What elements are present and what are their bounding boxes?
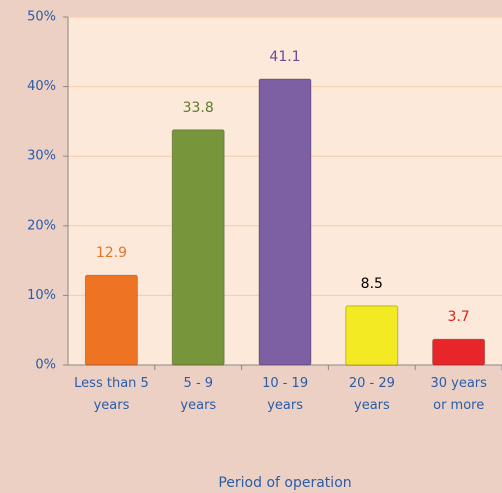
y-tick-label: 30%	[27, 149, 56, 164]
data-label: 33.8	[183, 100, 214, 116]
data-label: 8.5	[361, 276, 383, 292]
data-label: 12.9	[96, 245, 127, 261]
y-tick-label: 20%	[27, 218, 56, 233]
bar	[84, 274, 138, 366]
x-tick-label: 5 - 9 years	[180, 376, 217, 413]
data-label: 3.7	[447, 309, 469, 325]
bar	[258, 78, 312, 366]
x-tick-label: 20 - 29 years	[348, 376, 395, 413]
x-axis-title: Period of operation	[218, 475, 351, 491]
data-label: 41.1	[269, 49, 300, 65]
y-tick-label: 40%	[27, 79, 56, 94]
x-tick-label: 30 years or more	[430, 376, 487, 413]
x-tick-label: Less than 5 years	[74, 376, 149, 413]
bar	[345, 305, 399, 366]
y-tick-label: 0%	[35, 358, 56, 373]
x-tick-label: 10 - 19 years	[262, 376, 309, 413]
bar	[432, 338, 486, 366]
bar	[171, 129, 225, 366]
y-tick-label: 10%	[27, 288, 56, 303]
y-tick-label: 50%	[27, 10, 56, 25]
